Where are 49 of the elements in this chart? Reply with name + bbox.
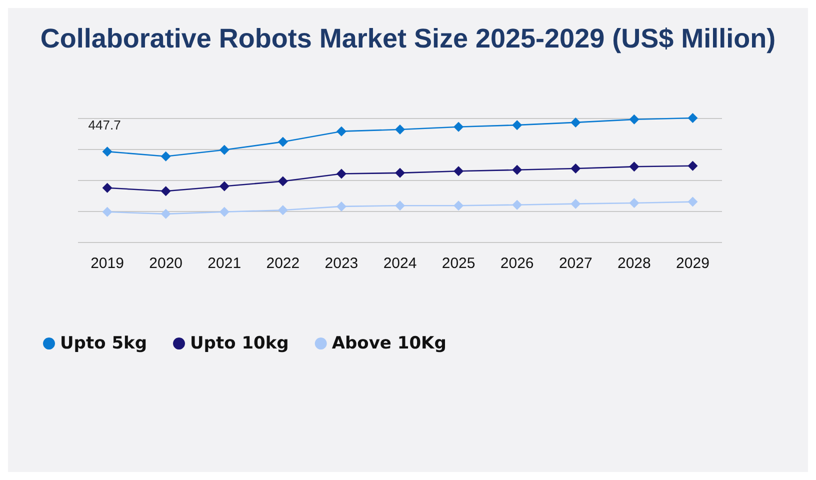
point	[160, 208, 171, 219]
point	[570, 198, 581, 209]
point	[454, 166, 464, 176]
point	[570, 117, 581, 128]
x-tick-label: 2025	[442, 255, 476, 272]
x-tick-label: 2022	[266, 255, 300, 272]
x-tick-label: 2028	[617, 255, 651, 272]
point	[336, 201, 346, 212]
x-tick-label: 2027	[558, 255, 592, 272]
point	[336, 126, 346, 136]
point	[160, 151, 171, 162]
x-tick-label: 2026	[500, 255, 534, 272]
point	[278, 136, 288, 147]
point	[278, 205, 288, 216]
point	[395, 168, 405, 178]
point	[160, 186, 171, 196]
chart-title: Collaborative Robots Market Size 2025-2029 (US$ Million)	[40, 24, 776, 54]
x-tick-label: 2023	[324, 255, 358, 272]
point	[395, 124, 405, 135]
point	[336, 168, 346, 179]
point	[219, 144, 230, 155]
x-tick-label: 2024	[383, 255, 417, 272]
point	[219, 181, 230, 192]
point	[688, 196, 698, 207]
point	[102, 206, 112, 217]
x-tick-label: 2019	[90, 255, 124, 272]
point	[629, 114, 640, 124]
legend-label: Upto 10kg	[190, 334, 289, 354]
legend-label: Above 10Kg	[332, 334, 446, 354]
legend-label: Upto 5kg	[60, 334, 148, 354]
x-tick-label: 2021	[208, 255, 242, 272]
point	[570, 163, 581, 174]
x-tick-label: 2020	[149, 255, 183, 272]
point	[688, 113, 698, 123]
data-label: 447.7	[88, 118, 121, 133]
x-tick-label: 2029	[676, 255, 710, 272]
point	[629, 162, 640, 172]
point	[629, 198, 640, 208]
point	[102, 146, 112, 157]
point	[219, 206, 230, 217]
point	[395, 200, 405, 211]
point	[512, 164, 522, 175]
point	[278, 176, 288, 186]
point	[454, 122, 464, 132]
point	[454, 200, 464, 211]
point	[512, 120, 522, 130]
point	[512, 200, 522, 210]
point	[688, 160, 698, 171]
point	[102, 182, 112, 193]
